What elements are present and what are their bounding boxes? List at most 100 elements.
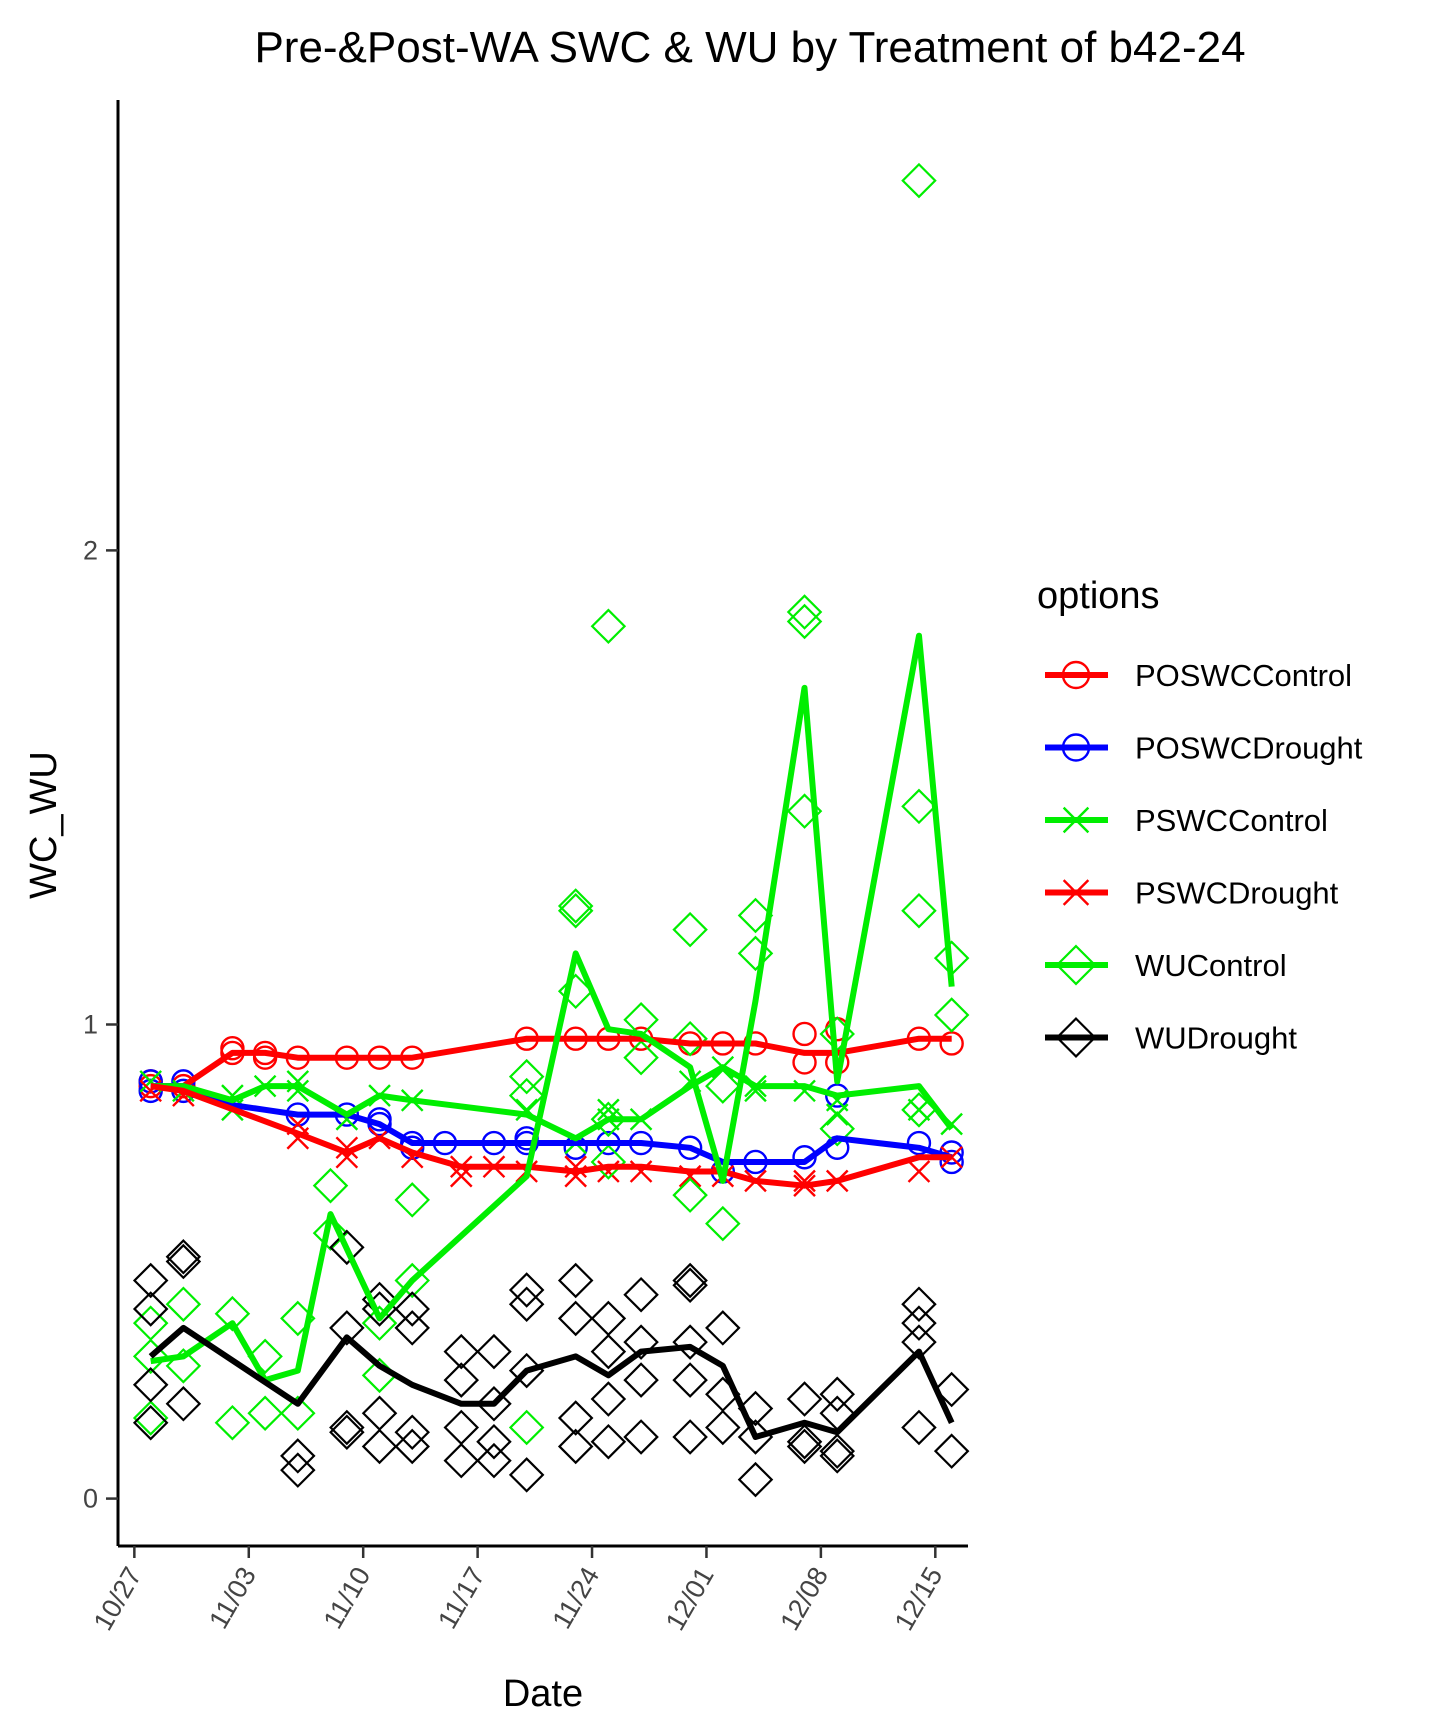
point-WUDrought [557, 1262, 594, 1299]
point-WUDrought [672, 1324, 708, 1360]
x-tick-label: 12/01 [660, 1562, 720, 1636]
point-WUControl [508, 1077, 545, 1114]
line-WUControl [150, 632, 955, 1384]
y-tick-label: 1 [83, 1009, 98, 1039]
point-WUDrought [508, 1286, 545, 1322]
point-WUDrought [476, 1333, 512, 1370]
point-WUControl [214, 1404, 251, 1441]
point-WUDrought [394, 1310, 430, 1346]
x-axis-title: Date [503, 1673, 583, 1715]
point-WUDrought [557, 1400, 594, 1436]
point-PSWCDrought [907, 1160, 931, 1183]
point-WUControl [394, 1182, 430, 1218]
point-WUDrought [165, 1243, 202, 1280]
legend-key-marker [1062, 806, 1090, 834]
legend-key-marker [1055, 1017, 1097, 1058]
point-WUControl [132, 1400, 169, 1436]
line-POSWCDrought [150, 1083, 953, 1165]
x-tick-label: 11/03 [203, 1562, 262, 1634]
point-WUDrought [280, 1438, 316, 1474]
point-WUDrought [132, 1291, 169, 1327]
legend-key-marker [1061, 733, 1091, 762]
point-WUDrought [476, 1423, 512, 1460]
line-PSWCControl [150, 1064, 955, 1142]
point-WUControl [165, 1286, 202, 1322]
point-WUControl [557, 888, 594, 924]
point-WUDrought [557, 1300, 594, 1337]
point-WUDrought [672, 1419, 708, 1455]
point-WUDrought [933, 1433, 970, 1469]
chart-title: Pre-&Post-WA SWC & WU by Treatment of b4… [254, 23, 1245, 72]
point-WUDrought [329, 1310, 365, 1346]
x-tick-label: 11/24 [546, 1562, 605, 1634]
point-POSWCDrought [906, 1130, 932, 1156]
point-WUControl [361, 1305, 398, 1341]
point-WUControl [312, 1167, 349, 1204]
point-WUControl [705, 1205, 741, 1242]
point-WUDrought [901, 1305, 937, 1341]
point-WUControl [214, 1295, 251, 1332]
point-WUControl [786, 603, 823, 640]
point-WUDrought [329, 1409, 365, 1446]
legend: options POSWCControl POSWCDrought PSWCCont… [1037, 575, 1363, 1058]
point-WUDrought [280, 1452, 316, 1488]
point-WUDrought [476, 1386, 512, 1422]
point-WUDrought [901, 1286, 937, 1322]
point-POSWCControl [220, 1035, 245, 1061]
y-tick-label: 2 [83, 535, 98, 565]
point-WUDrought [508, 1272, 545, 1308]
x-tick-label: 10/27 [88, 1562, 148, 1636]
point-POSWCControl [792, 1021, 817, 1047]
point-WUControl [737, 897, 774, 934]
point-WUControl [132, 1305, 169, 1341]
x-tick-label: 11/10 [318, 1562, 377, 1634]
point-WUDrought [443, 1333, 480, 1370]
point-WUDrought [786, 1381, 823, 1417]
point-WUDrought [819, 1433, 855, 1469]
point-WUDrought [786, 1423, 823, 1460]
legend-label: PSWCDrought [1135, 876, 1339, 911]
point-WUControl [247, 1338, 283, 1375]
point-WUControl [557, 892, 594, 929]
point-WUControl [705, 1068, 741, 1104]
point-WUDrought [623, 1419, 659, 1455]
point-WUControl [901, 162, 937, 199]
point-WUDrought [361, 1395, 398, 1432]
x-tick-label: 12/15 [889, 1562, 949, 1636]
point-WUDrought [394, 1428, 430, 1465]
point-WUControl [623, 1039, 659, 1076]
point-WUControl [590, 1101, 627, 1138]
point-WUControl [280, 1395, 316, 1432]
legend-title: options [1037, 575, 1160, 617]
plot-area [132, 162, 970, 1498]
legend-label: WUDrought [1135, 1021, 1297, 1056]
y-tick-label: 0 [83, 1484, 98, 1514]
point-WUDrought [476, 1442, 512, 1479]
y-axis-title: WC_WU [23, 751, 65, 899]
legend-item: WUControl [1045, 944, 1287, 986]
point-WUDrought [786, 1428, 823, 1465]
point-WUDrought [329, 1229, 365, 1266]
legend-item: POSWCDrought [1045, 731, 1363, 766]
point-POSWCDrought [939, 1149, 964, 1175]
point-WUDrought [443, 1442, 480, 1479]
point-WUControl [901, 892, 937, 929]
point-WUDrought [557, 1428, 594, 1465]
point-WUDrought [623, 1324, 659, 1360]
point-WUDrought [165, 1386, 202, 1422]
point-WUControl [508, 1058, 545, 1095]
legend-label: POSWCControl [1135, 658, 1352, 693]
legend-item: WUDrought [1045, 1017, 1297, 1058]
legend-label: POSWCDrought [1135, 731, 1363, 766]
point-WUControl [672, 1020, 708, 1057]
point-WUDrought [443, 1362, 480, 1398]
legend-key-marker [1055, 944, 1097, 986]
point-WUDrought [901, 1409, 937, 1446]
point-WUDrought [672, 1362, 708, 1398]
line-PSWCDrought [150, 1083, 952, 1189]
legend-item: PSWCDrought [1045, 876, 1339, 911]
point-WUDrought [394, 1414, 430, 1450]
point-WUDrought [705, 1409, 741, 1446]
point-WUControl [590, 608, 627, 645]
